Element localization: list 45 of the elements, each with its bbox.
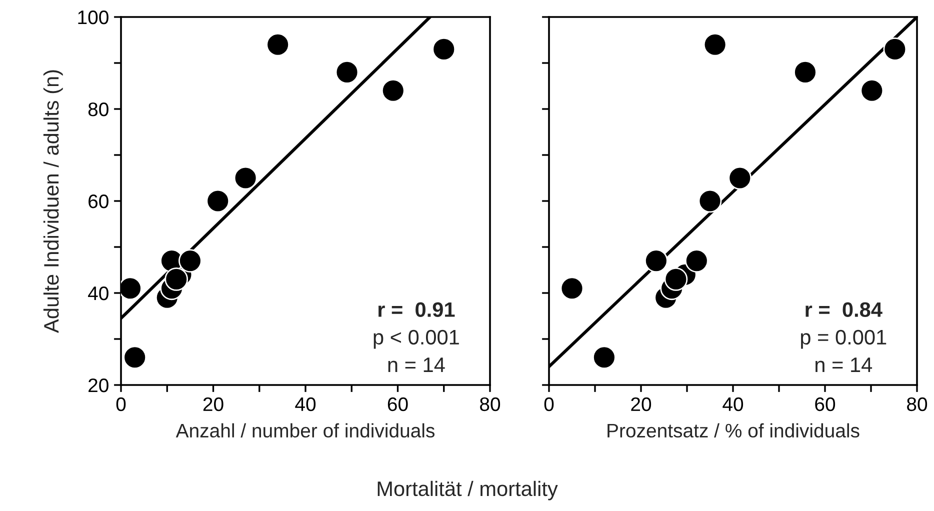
point <box>164 268 188 291</box>
point <box>560 276 584 300</box>
y-tick-label: 60 <box>88 194 108 208</box>
text: Mortalität / mortality <box>378 480 558 500</box>
x-tick-label: 40 <box>722 397 744 412</box>
x-tick-label: 20 <box>631 397 652 412</box>
y-tick-label: 40 <box>88 286 108 300</box>
point <box>206 189 230 213</box>
point <box>728 166 752 190</box>
point <box>684 249 708 272</box>
point <box>860 78 884 102</box>
point <box>178 249 202 272</box>
x-tick-label: 20 <box>203 397 224 412</box>
point <box>703 32 727 56</box>
point <box>698 189 722 213</box>
x-tick-label: 40 <box>295 397 316 412</box>
annotation: r = 0.84 <box>806 302 882 317</box>
annotation: n = 14 <box>388 358 445 372</box>
annotation: r = 0.91 <box>378 302 455 317</box>
point <box>794 60 817 84</box>
point <box>592 346 616 370</box>
point <box>266 32 290 56</box>
x-tick-label: 0 <box>544 397 554 412</box>
annotation: p = 0.001 <box>801 330 886 349</box>
point <box>123 346 147 370</box>
point <box>644 249 668 272</box>
x-tick-label: 60 <box>815 397 836 412</box>
point <box>664 268 688 291</box>
point <box>335 60 359 84</box>
x-axis-title: Anzahl / number of individuals <box>176 423 435 438</box>
y-tick-label: 20 <box>88 378 108 392</box>
point <box>883 38 907 61</box>
y-axis-title: Adulte Individuen / adults (n) <box>43 70 63 333</box>
point <box>381 78 405 102</box>
point <box>234 166 258 190</box>
y-tick-label: 80 <box>88 102 108 116</box>
annotation: n = 14 <box>816 358 872 372</box>
x-tick-label: 0 <box>116 397 126 412</box>
point <box>432 38 456 61</box>
y-tick-label: 100 <box>78 10 108 24</box>
annotation: p < 0.001 <box>374 330 459 349</box>
x-tick-label: 80 <box>480 397 500 412</box>
x-axis-title: Prozentsatz / % of individuals <box>608 423 860 438</box>
x-tick-label: 60 <box>388 397 408 412</box>
x-tick-label: 80 <box>907 397 928 412</box>
